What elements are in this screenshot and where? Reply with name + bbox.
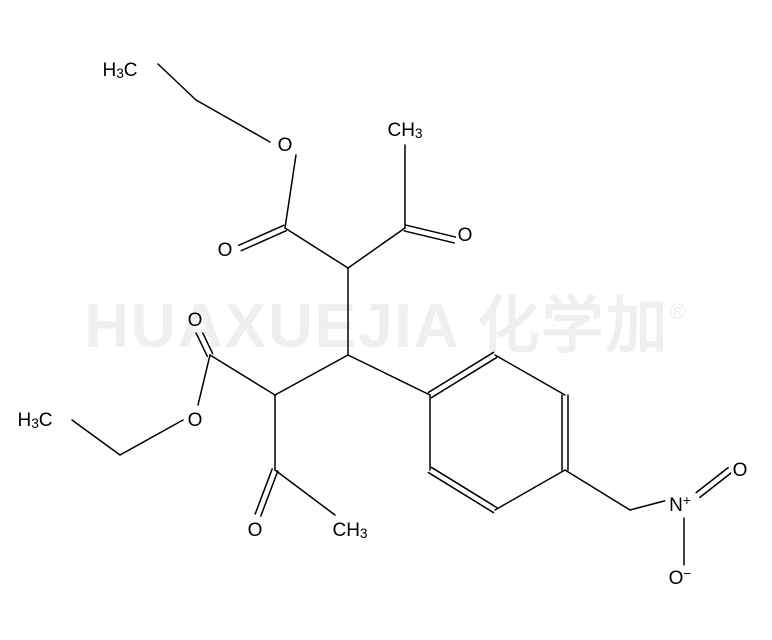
labels-layer: H3COOCH3OOOH3COCH3N+OO−	[14, 58, 749, 591]
bond-line	[432, 358, 497, 398]
bond-line	[428, 352, 493, 392]
bond-line	[406, 225, 456, 237]
bond-line	[285, 228, 348, 268]
bond-line	[72, 420, 120, 455]
bond-line	[432, 467, 497, 507]
bond-line	[630, 500, 668, 510]
bond-line	[348, 228, 405, 268]
bond-line	[120, 420, 183, 455]
bond-line	[404, 231, 454, 243]
bond-line	[700, 472, 732, 497]
bond-line	[348, 355, 430, 395]
bond-line	[495, 470, 565, 510]
atom-label: O	[188, 410, 203, 431]
bond-line	[428, 473, 493, 513]
bond-line	[198, 355, 210, 405]
atom-label: O	[188, 310, 203, 331]
bond-line	[158, 64, 196, 100]
bond-line	[285, 155, 296, 228]
bond-line	[495, 355, 565, 395]
bond-line	[275, 470, 335, 515]
atom-label: O	[733, 460, 748, 481]
atom-label: O	[278, 135, 293, 156]
bond-line	[195, 331, 207, 356]
bond-line	[696, 468, 728, 493]
bond-line	[275, 355, 348, 395]
bond-line	[210, 355, 275, 395]
bond-line	[565, 470, 630, 510]
molecule-svg: H3COOCH3OOOH3COCH3N+OO−	[0, 0, 772, 640]
atom-label: O	[248, 520, 263, 541]
atom-label: O	[458, 225, 473, 246]
bond-line	[196, 100, 270, 142]
atom-label: O	[218, 240, 233, 261]
